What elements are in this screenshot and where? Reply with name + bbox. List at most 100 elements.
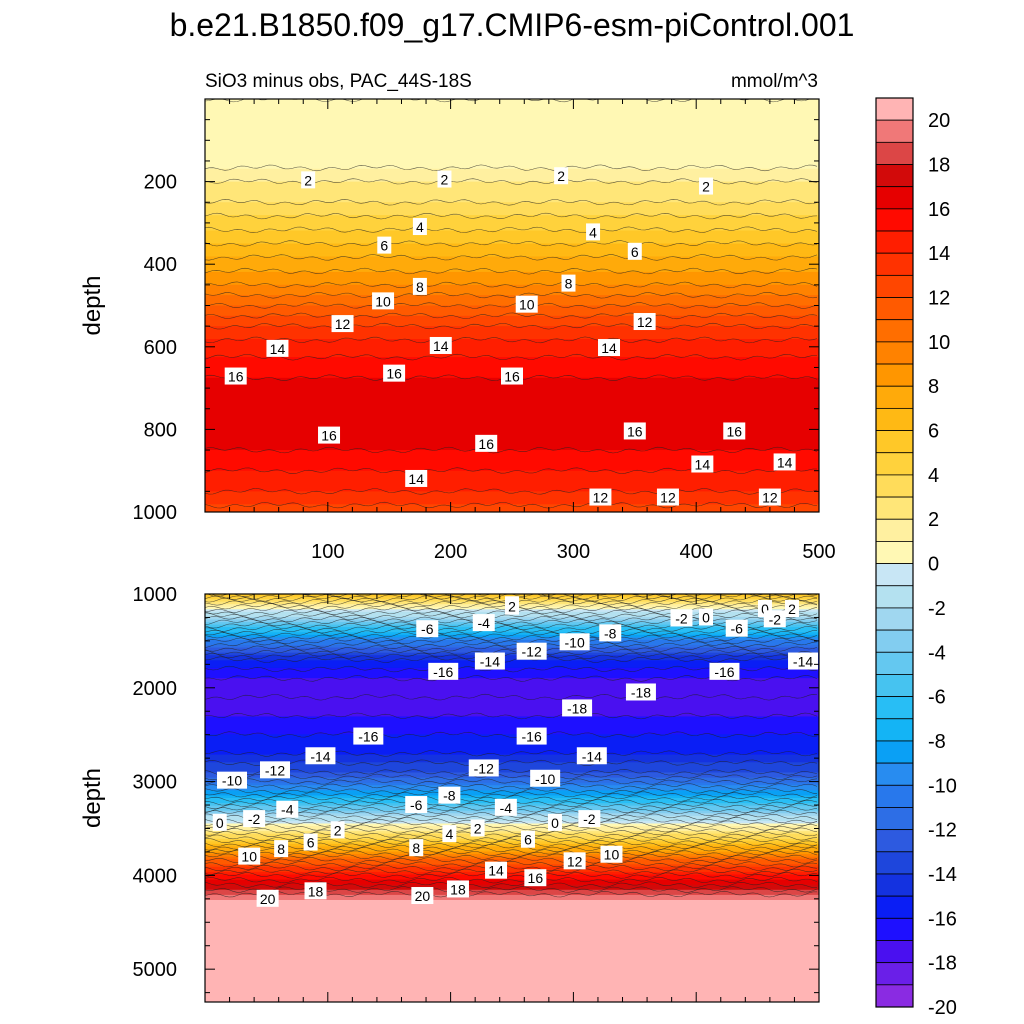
contour-label-text: 2 [334, 822, 342, 838]
field-band [205, 757, 819, 761]
colorbar-tick-label: -18 [928, 953, 957, 975]
contour-label-box [559, 633, 590, 651]
field-band [205, 744, 819, 748]
contour-label-box [442, 825, 457, 843]
contour-label: -16 [353, 727, 384, 745]
contour-label: 10 [372, 292, 395, 310]
x-tick-label: 200 [434, 541, 467, 563]
field-band [205, 129, 819, 134]
field-band [205, 690, 819, 695]
contour-line [205, 634, 818, 642]
field-band [205, 413, 819, 418]
contour-label: -4 [494, 798, 517, 816]
field-band [205, 215, 819, 219]
field-band [205, 300, 819, 304]
contour-label: 6 [627, 242, 642, 260]
contour-label-text: 8 [416, 279, 424, 295]
field-band [205, 843, 819, 848]
colorbar-box [875, 97, 914, 121]
contour-label-box [699, 608, 714, 626]
colorbar-tick-label: -2 [928, 598, 946, 620]
contour-label-box [633, 313, 656, 331]
field-band [205, 769, 819, 774]
field-band [205, 166, 819, 170]
contour-label-box [530, 769, 561, 787]
field-band [205, 859, 819, 863]
contour-label-box [670, 609, 693, 627]
contour-label-text: 12 [335, 316, 351, 332]
field-band [205, 176, 819, 180]
field-band [205, 297, 819, 301]
field-band [205, 708, 819, 712]
field-band [205, 184, 819, 188]
contour-line [205, 860, 818, 868]
contour-label-box [578, 810, 601, 828]
contour-label: -14 [576, 747, 607, 765]
contour-label: 10 [515, 295, 538, 313]
field-band [205, 991, 819, 995]
contour-label-text: -14 [582, 748, 602, 764]
field-band [205, 624, 819, 628]
contour-label-box [627, 242, 642, 260]
field-band [205, 594, 819, 598]
field-band [205, 943, 819, 947]
colorbar-tick-label: -14 [928, 864, 957, 886]
contour-label-box [372, 292, 395, 310]
field-band [205, 403, 819, 407]
field-band [205, 228, 819, 232]
field-band [205, 320, 819, 325]
colorbar-tick-label: -10 [928, 775, 957, 797]
contour-label: 8 [409, 839, 424, 857]
field-band [205, 933, 819, 937]
contour-label: 4 [586, 223, 601, 241]
field-band [205, 434, 819, 438]
field-band [205, 501, 819, 505]
contour-line [205, 886, 818, 893]
field-band [205, 424, 819, 428]
field-band [205, 127, 819, 131]
field-band [205, 703, 819, 707]
contour-label-box [217, 771, 248, 789]
field-band [205, 815, 819, 819]
field-band [205, 736, 819, 740]
contour-label: 20 [411, 887, 434, 905]
field-band [205, 452, 819, 456]
contour-label: 16 [723, 422, 746, 440]
contour-line [205, 778, 818, 785]
field-band [205, 637, 819, 641]
y-tick-label: 1000 [133, 502, 178, 524]
contour-label: 2 [470, 819, 485, 837]
x-tick-label: 100 [311, 541, 344, 563]
field-band [205, 411, 819, 415]
contour-label-box [576, 747, 607, 765]
colorbar-box [875, 917, 914, 941]
field-bottom [205, 594, 819, 1002]
field-band [205, 333, 819, 338]
field-band [205, 240, 819, 245]
colorbar-box [875, 474, 914, 498]
field-band [205, 905, 819, 909]
field-band [205, 359, 819, 363]
field-band [205, 104, 819, 108]
contour-label-text: -6 [730, 621, 743, 637]
contour-label-text: 0 [761, 601, 769, 617]
colorbar-box [875, 940, 914, 964]
field-band [205, 246, 819, 250]
field-band [205, 989, 819, 993]
field-band [205, 846, 819, 850]
contour-label: 6 [303, 833, 318, 851]
contour-label-text: 2 [508, 599, 516, 615]
field-band [205, 416, 819, 420]
contour-label-box [475, 434, 498, 452]
colorbar-tick-label: 20 [928, 110, 950, 132]
y-tick-label: 600 [144, 337, 177, 359]
contour-label-text: 6 [380, 238, 388, 254]
contour-label: 2 [505, 597, 519, 615]
field-band [205, 627, 819, 631]
field-top [205, 99, 819, 512]
field-band [205, 930, 819, 934]
contour-line [205, 612, 818, 620]
field-band [205, 884, 819, 888]
field-band [205, 431, 819, 436]
contour-label: -6 [725, 619, 748, 637]
